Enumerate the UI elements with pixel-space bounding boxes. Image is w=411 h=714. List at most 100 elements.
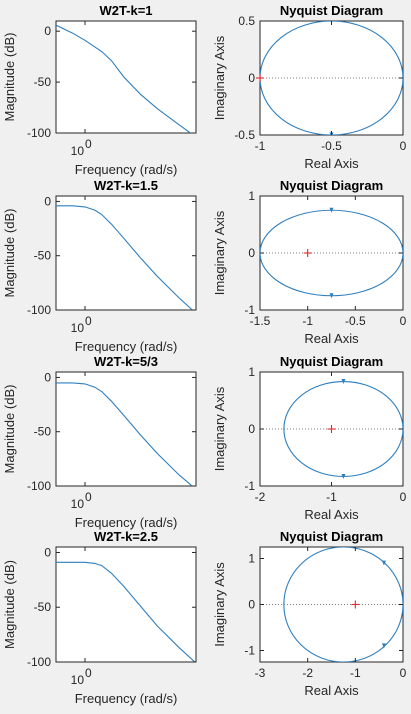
nyquist-4-xtick-label: -2 bbox=[302, 666, 313, 680]
bode-1-xtick-label: 10 bbox=[71, 144, 85, 158]
bode-3-ytick-label: -100 bbox=[27, 479, 51, 493]
bode-4-series-line bbox=[56, 561, 196, 662]
bode-2-title: W2T-k=1.5 bbox=[94, 178, 158, 193]
nyquist-3-ylabel: Imaginary Axis bbox=[212, 386, 227, 471]
nyquist-2-plot-area bbox=[259, 195, 404, 311]
nyquist-2-ylabel: Imaginary Axis bbox=[212, 210, 227, 295]
nyquist-2-arrow-marker bbox=[329, 293, 334, 299]
nyquist-1-ylabel: Imaginary Axis bbox=[212, 35, 227, 120]
nyquist-3-ytick-label: 0 bbox=[248, 422, 255, 436]
nyquist-2-xtick-label: 0 bbox=[400, 314, 407, 328]
bode-2-xtick-label: 10 bbox=[71, 321, 85, 335]
nyquist-2-title: Nyquist Diagram bbox=[280, 178, 383, 193]
bode-3-ytick-label: -50 bbox=[34, 425, 52, 439]
bode-4-xtick-label: 10 bbox=[71, 673, 85, 687]
nyquist-1-xlabel: Real Axis bbox=[304, 156, 359, 171]
nyquist-4-ytick-label: -1 bbox=[244, 644, 255, 658]
nyquist-1-xtick-label: -0.5 bbox=[321, 139, 342, 153]
nyquist-2-xlabel: Real Axis bbox=[304, 331, 359, 346]
bode-2-ytick-label: -100 bbox=[27, 303, 51, 317]
bode-1-content bbox=[56, 24, 192, 133]
bode-4-ylabel: Magnitude (dB) bbox=[2, 560, 17, 649]
nyquist-2-ytick-label: 0 bbox=[248, 246, 255, 260]
bode-2-ytick-label: 0 bbox=[44, 194, 51, 208]
nyquist-3-xlabel: Real Axis bbox=[304, 507, 359, 522]
nyquist-4-xtick-label: -3 bbox=[255, 666, 266, 680]
bode-2-content bbox=[56, 205, 194, 310]
nyquist-4-xtick-label: 0 bbox=[400, 666, 407, 680]
bode-4-title: W2T-k=2.5 bbox=[94, 529, 158, 544]
bode-3-ylabel: Magnitude (dB) bbox=[2, 385, 17, 474]
bode-4-ytick-label: -50 bbox=[34, 600, 52, 614]
bode-3-title: W2T-k=5/3 bbox=[94, 354, 158, 369]
nyquist-2-content bbox=[260, 207, 403, 299]
nyquist-4-ytick-label: 0 bbox=[248, 598, 255, 612]
nyquist-2-xtick-label: -1.5 bbox=[250, 314, 271, 328]
bode-1-ytick-label: -100 bbox=[27, 126, 51, 140]
bode-3-series-line bbox=[56, 382, 193, 486]
bode-2-xtick-exponent: 0 bbox=[85, 314, 92, 328]
bode-2-ylabel: Magnitude (dB) bbox=[2, 209, 17, 298]
nyquist-3-ytick-label: 1 bbox=[248, 365, 255, 379]
nyquist-1-title: Nyquist Diagram bbox=[280, 3, 383, 18]
bode-1-ylabel: Magnitude (dB) bbox=[2, 33, 17, 122]
nyquist-1-ytick-label: 0.5 bbox=[238, 14, 255, 28]
nyquist-3-xtick-label: -1 bbox=[326, 490, 337, 504]
nyquist-2-ytick-label: -1 bbox=[244, 303, 255, 317]
bode-3-content bbox=[56, 382, 193, 486]
nyquist-2-ytick-label: 1 bbox=[248, 189, 255, 203]
nyquist-3-ytick-label: -1 bbox=[244, 479, 255, 493]
nyquist-1-ytick-label: -0.5 bbox=[234, 128, 255, 142]
nyquist-3-arrow-marker bbox=[341, 379, 346, 385]
nyquist-3-title: Nyquist Diagram bbox=[280, 354, 383, 369]
nyquist-3-arrow-marker bbox=[341, 473, 346, 479]
nyquist-2-arrow-marker bbox=[329, 207, 334, 213]
bode-4-content bbox=[56, 561, 196, 662]
bode-3-xtick-label: 10 bbox=[71, 497, 85, 511]
bode-1-plot-area bbox=[55, 20, 197, 134]
bode-2-series-line bbox=[56, 205, 194, 310]
nyquist-3-xtick-label: 0 bbox=[400, 490, 407, 504]
nyquist-4-ylabel: Imaginary Axis bbox=[212, 562, 227, 647]
nyquist-4-arrow-marker bbox=[381, 643, 386, 649]
bode-1-xtick-exponent: 0 bbox=[85, 137, 92, 151]
bode-1-ytick-label: -50 bbox=[34, 75, 52, 89]
bode-3-xtick-exponent: 0 bbox=[85, 490, 92, 504]
bode-4-ytick-label: 0 bbox=[44, 545, 51, 559]
bode-3-plot-area bbox=[55, 371, 197, 487]
bode-2-plot-area bbox=[55, 195, 197, 311]
nyquist-2-xtick-label: -1 bbox=[302, 314, 313, 328]
nyquist-4-ytick-label: 1 bbox=[248, 552, 255, 566]
nyquist-1-ytick-label: 0 bbox=[248, 71, 255, 85]
bode-4-xlabel: Frequency (rad/s) bbox=[75, 691, 178, 706]
nyquist-1-xtick-label: -1 bbox=[255, 139, 266, 153]
nyquist-1-xtick-label: 0 bbox=[400, 139, 407, 153]
bode-1-title: W2T-k=1 bbox=[99, 3, 152, 18]
bode-1-xlabel: Frequency (rad/s) bbox=[75, 162, 178, 177]
nyquist-4-xtick-label: -1 bbox=[350, 666, 361, 680]
bode-4-xtick-exponent: 0 bbox=[85, 666, 92, 680]
bode-3-xlabel: Frequency (rad/s) bbox=[75, 515, 178, 530]
bode-3-ytick-label: 0 bbox=[44, 370, 51, 384]
bode-2-ytick-label: -50 bbox=[34, 249, 52, 263]
nyquist-2-xtick-label: -0.5 bbox=[345, 314, 366, 328]
bode-4-plot-area bbox=[55, 546, 197, 663]
bode-1-series-line bbox=[56, 24, 192, 133]
nyquist-4-xlabel: Real Axis bbox=[304, 683, 359, 698]
bode-4-ytick-label: -100 bbox=[27, 655, 51, 669]
nyquist-4-arrow-marker bbox=[381, 560, 386, 566]
nyquist-4-title: Nyquist Diagram bbox=[280, 529, 383, 544]
nyquist-3-xtick-label: -2 bbox=[255, 490, 266, 504]
bode-1-ytick-label: 0 bbox=[44, 24, 51, 38]
bode-2-xlabel: Frequency (rad/s) bbox=[75, 339, 178, 354]
